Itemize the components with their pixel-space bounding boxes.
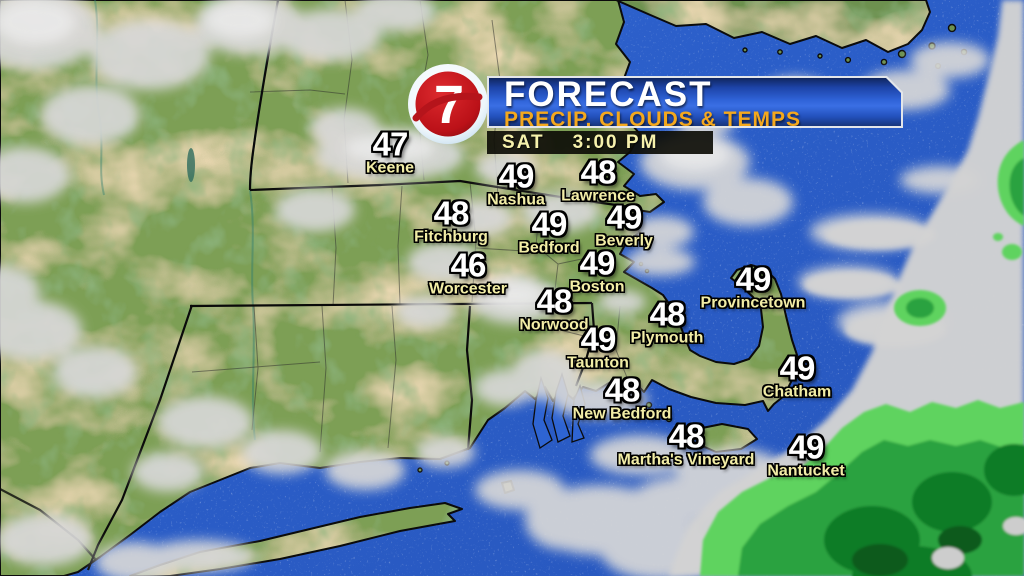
day-label: SAT [502,132,545,153]
precip-layer [700,140,1024,576]
station-7-logo: 7 [396,52,500,156]
cloud-layer [0,0,990,576]
banner-subtitle: PRECIP, CLOUDS & TEMPS [504,108,801,131]
forecast-banner-inner: FORECAST PRECIP, CLOUDS & TEMPS [489,78,901,126]
forecast-banner: FORECAST PRECIP, CLOUDS & TEMPS [487,76,903,128]
time-bar: SAT 3:00 PM [487,131,713,154]
logo-number: 7 [434,75,464,135]
time-label: 3:00 PM [572,132,659,153]
banner-title: FORECAST [504,75,713,114]
station-7-logo-icon: 7 [408,64,488,144]
